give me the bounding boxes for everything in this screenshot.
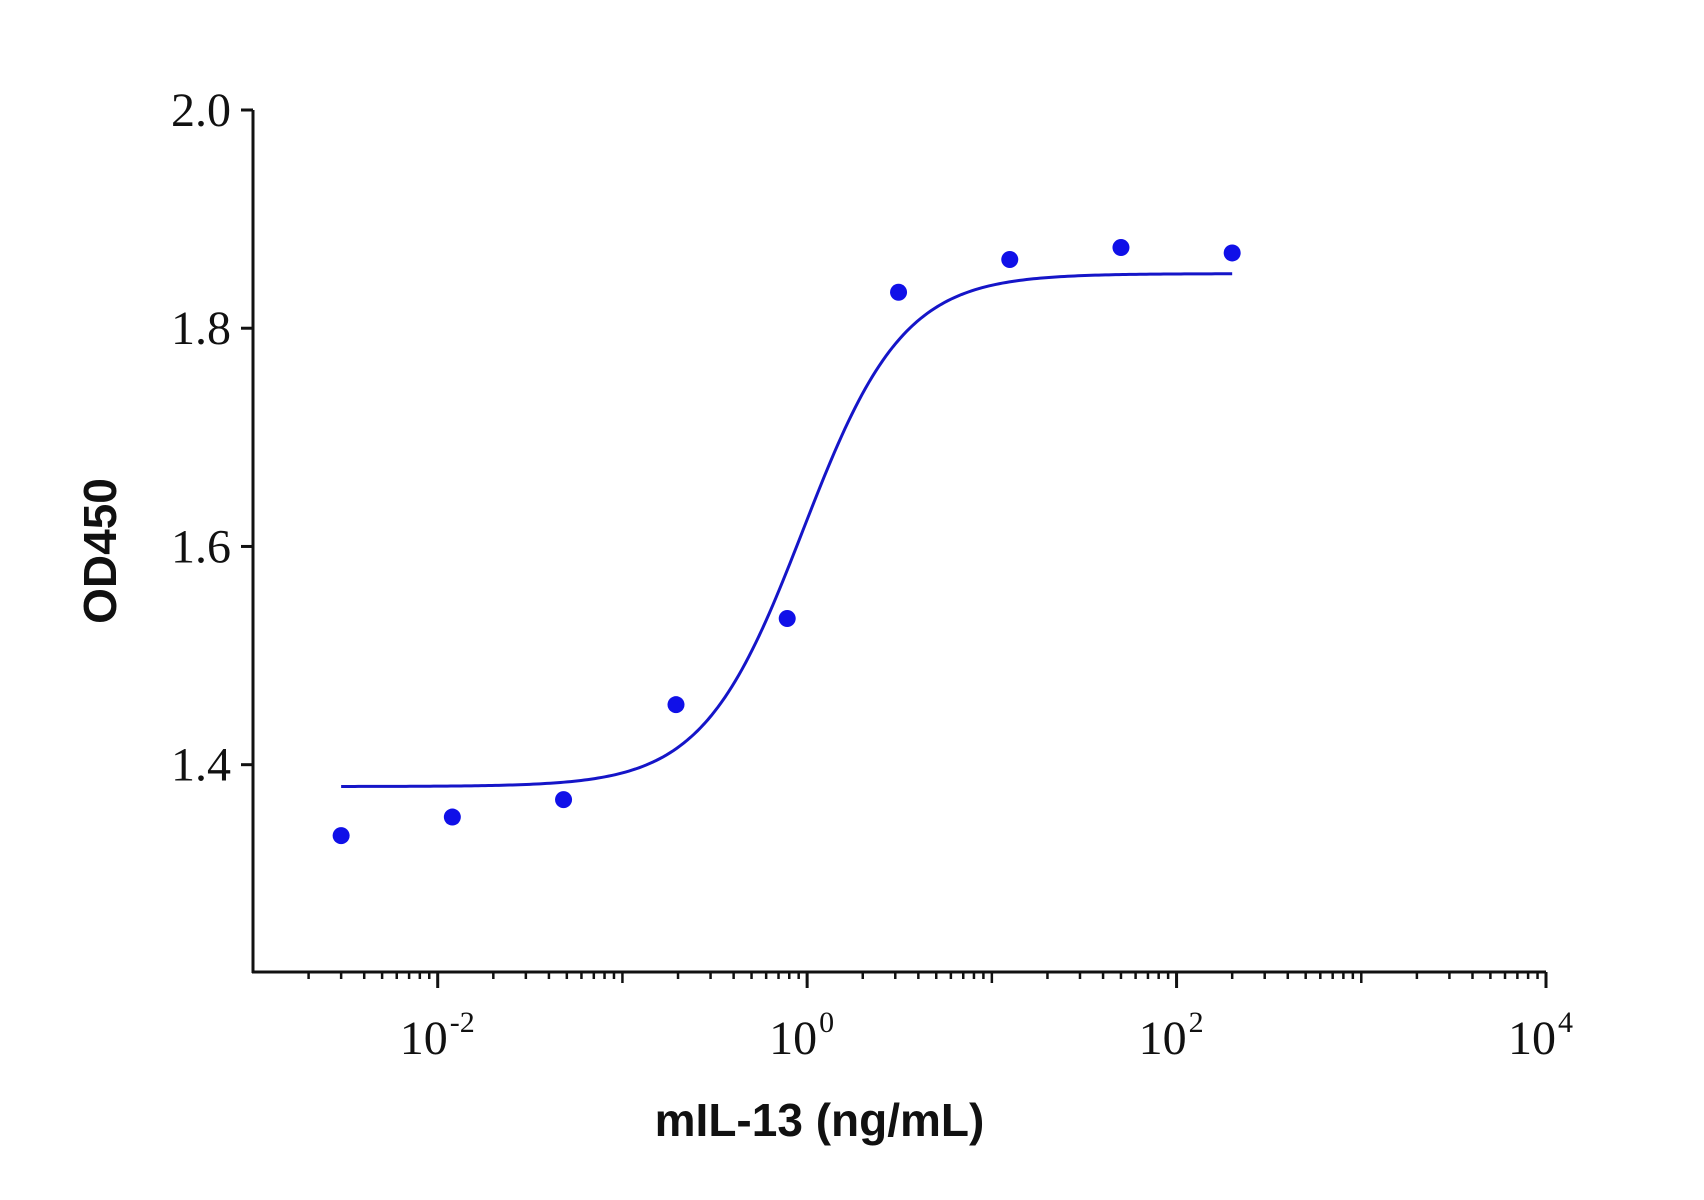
data-point [667, 696, 685, 714]
data-point [555, 791, 573, 809]
y-tick-label: 1.6 [171, 520, 231, 573]
y-axis-title: OD450 [74, 478, 126, 624]
data-point [1223, 244, 1241, 262]
data-point [890, 283, 908, 301]
y-tick-label: 2.0 [171, 84, 231, 137]
x-tick-exponent: 2 [1189, 1006, 1204, 1039]
x-tick-exponent: 4 [1558, 1006, 1573, 1039]
axes-layer [241, 108, 1548, 988]
fit-curve-line [341, 272, 1233, 788]
data-point [1112, 238, 1130, 256]
data-point [1001, 250, 1019, 268]
fit-curve-layer [341, 272, 1233, 788]
x-axis-title: mIL-13 (ng/mL) [655, 1094, 985, 1146]
y-tick-label: 1.8 [171, 302, 231, 355]
x-tick-label: 10 [1139, 1012, 1187, 1065]
x-tick-exponent: 0 [819, 1006, 834, 1039]
x-tick-exponent: -2 [450, 1006, 475, 1039]
data-points-layer [332, 238, 1241, 845]
x-tick-label: 10 [400, 1012, 448, 1065]
x-tick-label: 10 [1508, 1012, 1556, 1065]
data-point [778, 609, 796, 627]
data-point [332, 827, 350, 845]
x-tick-label: 10 [769, 1012, 817, 1065]
data-point [443, 808, 461, 826]
y-tick-label: 1.4 [171, 739, 231, 792]
